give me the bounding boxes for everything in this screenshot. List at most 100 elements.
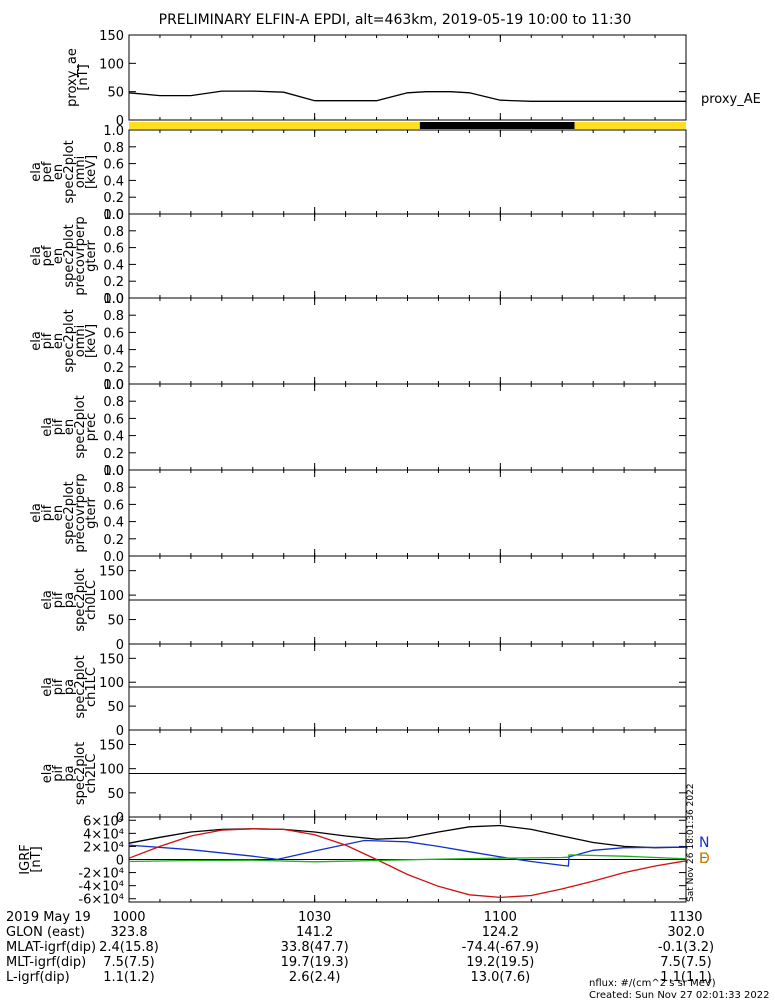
y-axis-label: ela [29, 162, 44, 182]
y-tick-label: -4×10⁴ [78, 880, 124, 895]
y-tick-label: -6×10⁴ [78, 893, 124, 908]
orbit-row-value: 124.2 [482, 925, 519, 940]
y-axis-label: pif [40, 332, 55, 349]
y-axis-label: en [51, 505, 66, 521]
y-tick-label: 50 [107, 787, 124, 802]
y-axis-label: proxy_ae [65, 48, 80, 107]
y-tick-label: 0.6 [103, 412, 124, 427]
y-axis-label: ela [29, 503, 44, 523]
y-tick-label: 0.6 [103, 242, 124, 257]
panel-frame [128, 129, 687, 215]
y-axis-label: [nT] [29, 846, 44, 872]
series-line [128, 824, 687, 849]
y-axis-label: spec2plot [73, 568, 88, 631]
y-axis-label: ela [40, 590, 55, 610]
y-tick-label: 0.4 [103, 174, 124, 189]
y-axis-label: pef [40, 245, 55, 266]
y-axis-label: [nT] [76, 64, 91, 90]
y-axis-label: ela [40, 764, 55, 784]
y-axis-label: spec2plot [62, 224, 77, 287]
orbit-row-value: 7.5(7.5) [660, 955, 712, 970]
y-tick-label: 0.2 [103, 191, 124, 206]
units-note: nflux: #/(cm^2 s sr MeV) [589, 978, 716, 989]
orbit-row-value: 19.2(19.5) [466, 955, 534, 970]
y-axis-label: spec2plot [73, 655, 88, 718]
orbit-row-value: 1.1(1.1) [660, 970, 712, 985]
legend-E: E [699, 851, 708, 867]
y-axis-label: pif [40, 504, 55, 521]
y-axis-label: gterr [84, 239, 99, 271]
y-tick-label: 0.2 [103, 275, 124, 290]
y-axis-label: spec2plot [73, 742, 88, 805]
y-tick-label: 0.6 [103, 498, 124, 513]
y-tick-label: 0.0 [103, 208, 124, 223]
series-line [128, 854, 687, 863]
y-axis-label: en [62, 419, 77, 435]
y-tick-label: 100 [99, 57, 124, 72]
y-tick-label: 0.2 [103, 447, 124, 462]
y-tick-label: 0 [116, 114, 124, 129]
legend-D: D [699, 851, 710, 867]
y-axis-label: pa [62, 592, 77, 608]
panel-frame [128, 297, 687, 385]
y-tick-label: 150 [99, 29, 124, 44]
y-tick-label: 100 [99, 589, 124, 604]
y-tick-label: 6×10⁴ [83, 814, 124, 829]
y-tick-label: 1.0 [103, 378, 124, 393]
y-axis-label: en [51, 164, 66, 180]
orbit-row-value: -0.1(3.2) [658, 940, 714, 955]
y-axis-label: ch2LC [84, 754, 99, 794]
y-axis-label: precovrperp [73, 216, 88, 295]
right-side-label: proxy_AE [701, 92, 761, 107]
y-axis-label: IGRF [18, 844, 33, 874]
series-line [128, 828, 687, 899]
panel-frame [128, 383, 687, 471]
y-tick-label: 0.0 [103, 464, 124, 479]
y-tick-label: 0.8 [103, 481, 124, 496]
y-axis-label: ela [29, 331, 44, 351]
x-tick-label: 1100 [484, 910, 517, 925]
orbit-row-label: MLT-igrf(dip) [6, 955, 86, 970]
orbit-row-value: 19.7(19.3) [281, 955, 349, 970]
y-tick-label: 0.6 [103, 158, 124, 173]
science-zone-segment [574, 122, 686, 129]
y-axis-label: ela [40, 417, 55, 437]
y-tick-label: 2×10⁴ [83, 840, 124, 855]
x-tick-label: 1030 [298, 910, 331, 925]
y-tick-label: 0.2 [103, 533, 124, 548]
y-axis-label: pef [40, 161, 55, 182]
y-tick-label: 0 [116, 811, 124, 826]
science-zone-segment [419, 122, 575, 129]
date-label: 2019 May 19 [6, 910, 91, 925]
orbit-row-value: 323.8 [110, 925, 147, 940]
y-axis-label: pif [51, 418, 66, 435]
y-axis-label: [keV] [84, 324, 99, 358]
legend-N: N [699, 835, 709, 851]
y-tick-label: 0.4 [103, 516, 124, 531]
y-axis-label: prec [84, 413, 99, 441]
y-axis-label: en [51, 333, 66, 349]
orbit-row-value: 13.0(7.6) [470, 970, 530, 985]
orbit-row-label: GLON (east) [6, 925, 85, 940]
y-tick-label: 50 [107, 614, 124, 629]
y-axis-label: gterr [84, 496, 99, 528]
x-tick-label: 1130 [669, 910, 702, 925]
y-tick-label: 0 [116, 724, 124, 739]
y-tick-label: 150 [99, 652, 124, 667]
y-tick-label: 0.4 [103, 258, 124, 273]
series-line [128, 839, 687, 867]
y-tick-label: 0 [116, 638, 124, 653]
orbit-row-label: MLAT-igrf(dip) [6, 940, 96, 955]
x-tick-label: 1000 [112, 910, 145, 925]
panel-frame [128, 213, 687, 299]
y-tick-label: 0.6 [103, 326, 124, 341]
y-axis-label: pa [62, 679, 77, 695]
orbit-row-value: 2.4(15.8) [99, 940, 159, 955]
y-axis-label: precovrperp [73, 473, 88, 552]
y-axis-label: ch0LC [84, 580, 99, 620]
orbit-row-value: 141.2 [296, 925, 333, 940]
y-tick-label: 1.0 [103, 464, 124, 479]
y-axis-label: spec2plot [62, 481, 77, 544]
vertical-timestamp: Sat Nov 26 18:01:36 2022 [686, 783, 696, 902]
y-tick-label: -2×10⁴ [78, 867, 124, 882]
